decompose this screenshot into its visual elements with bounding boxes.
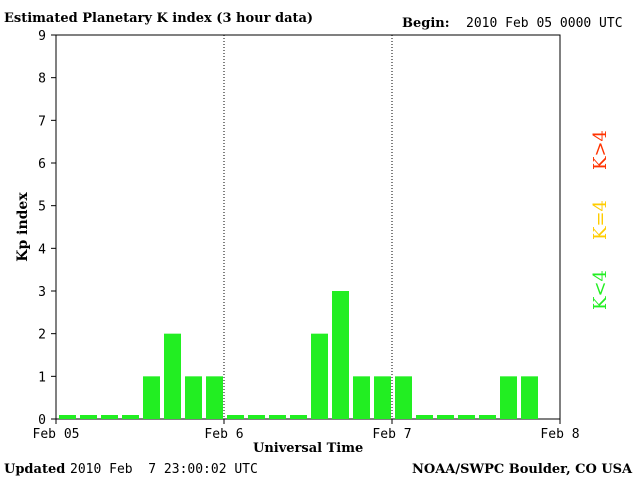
x-tick-label: Feb 8 <box>540 427 579 442</box>
kp-bar <box>479 415 496 419</box>
kp-bar <box>521 376 538 419</box>
kp-bar <box>500 376 517 419</box>
y-tick-label: 3 <box>38 285 46 300</box>
kp-bar <box>395 376 412 419</box>
y-tick-label: 1 <box>38 370 46 385</box>
kp-bar <box>227 415 244 419</box>
chart-title: Estimated Planetary K index (3 hour data… <box>4 11 314 26</box>
source-credit: NOAA/SWPC Boulder, CO USA <box>412 462 633 477</box>
plot-frame <box>55 34 561 420</box>
legend-k-equal-4: K=4 <box>590 200 611 240</box>
y-tick-label: 9 <box>38 29 46 44</box>
begin-value: 2010 Feb 05 0000 UTC <box>466 16 623 31</box>
kp-bar <box>248 415 265 419</box>
y-tick-label: 8 <box>38 72 46 87</box>
legend-k-above-4: K>4 <box>590 130 611 170</box>
y-axis-label: Kp index <box>15 192 31 262</box>
kp-bar <box>416 415 433 419</box>
kp-bar <box>101 415 118 419</box>
kp-bar <box>143 376 160 419</box>
y-tick-label: 2 <box>38 328 46 343</box>
kp-bar <box>80 415 97 419</box>
y-tick-label: 5 <box>38 200 46 215</box>
kp-bar <box>122 415 139 419</box>
y-tick-label: 4 <box>38 242 46 257</box>
kp-bar <box>332 291 349 419</box>
x-axis-label: Universal Time <box>253 441 364 456</box>
y-tick-label: 7 <box>38 114 46 129</box>
kp-bar <box>374 376 391 419</box>
kp-bar <box>353 376 370 419</box>
begin-label: Begin: <box>402 16 450 31</box>
x-tick-label: Feb 6 <box>204 427 243 442</box>
x-tick-label: Feb 7 <box>372 427 411 442</box>
kp-bar <box>206 376 223 419</box>
kp-bar <box>290 415 307 419</box>
kp-bar <box>59 415 76 419</box>
y-tick-label: 6 <box>38 157 46 172</box>
kp-bar <box>185 376 202 419</box>
kp-bar <box>311 333 328 419</box>
legend-k-below-4: K<4 <box>590 270 611 310</box>
kp-bar <box>437 415 454 419</box>
updated-value: 2010 Feb 7 23:00:02 UTC <box>70 462 258 477</box>
updated-label: Updated <box>4 462 66 477</box>
kp-bar <box>164 333 181 419</box>
kp-bar <box>458 415 475 419</box>
x-tick-label: Feb 05 <box>33 427 80 442</box>
y-tick-label: 0 <box>38 413 46 428</box>
kp-bar <box>269 415 286 419</box>
